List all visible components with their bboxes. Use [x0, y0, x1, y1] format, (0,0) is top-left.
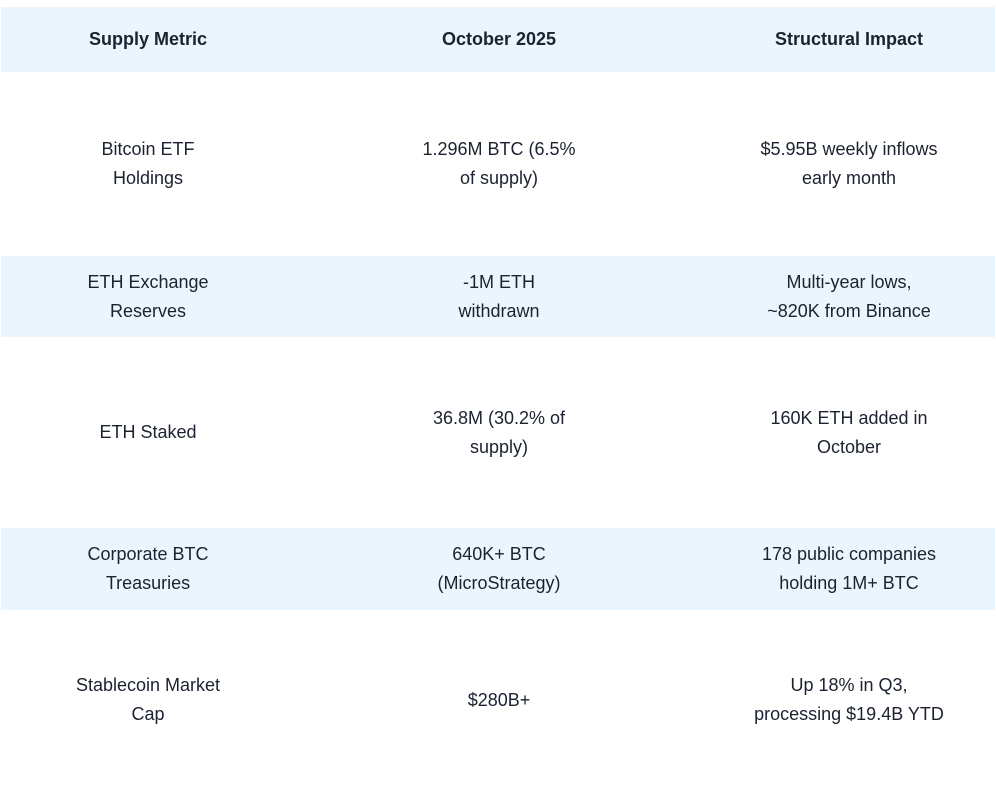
cell-impact: 178 public companies holding 1M+ BTC	[761, 544, 937, 593]
table-header-row: Supply Metric October 2025 Structural Im…	[1, 7, 995, 72]
table-row: Corporate BTC Treasuries 640K+ BTC (Micr…	[1, 528, 995, 610]
cell-metric: ETH Staked	[99, 422, 197, 442]
cell-value: $280B+	[467, 689, 531, 710]
cell-metric: ETH Exchange Reserves	[87, 271, 209, 321]
header-october-2025: October 2025	[441, 29, 557, 49]
table-row: ETH Exchange Reserves -1M ETH withdrawn …	[1, 256, 995, 337]
cell-impact: $5.95B weekly inflows early month	[760, 139, 938, 188]
cell-value: 36.8M (30.2% of supply)	[432, 407, 566, 457]
cell-value: 640K+ BTC (MicroStrategy)	[437, 544, 561, 593]
header-supply-metric: Supply Metric	[88, 29, 208, 49]
cell-value: -1M ETH withdrawn	[458, 271, 540, 321]
table-row: ETH Staked 36.8M (30.2% of supply) 160K …	[1, 337, 995, 528]
table-row: Stablecoin Market Cap $280B+ Up 18% in Q…	[1, 610, 995, 790]
cell-metric: Corporate BTC Treasuries	[87, 544, 209, 593]
cell-impact: Multi-year lows, ~820K from Binance	[767, 271, 931, 321]
cell-metric: Stablecoin Market Cap	[75, 675, 221, 724]
header-structural-impact: Structural Impact	[774, 29, 924, 49]
table-row: Bitcoin ETF Holdings 1.296M BTC (6.5% of…	[1, 72, 995, 256]
cell-metric: Bitcoin ETF Holdings	[101, 139, 195, 188]
cell-value: 1.296M BTC (6.5% of supply)	[422, 139, 576, 188]
supply-metrics-table: Supply Metric October 2025 Structural Im…	[1, 7, 995, 790]
cell-impact: Up 18% in Q3, processing $19.4B YTD	[754, 675, 944, 724]
cell-impact: 160K ETH added in October	[770, 407, 928, 457]
